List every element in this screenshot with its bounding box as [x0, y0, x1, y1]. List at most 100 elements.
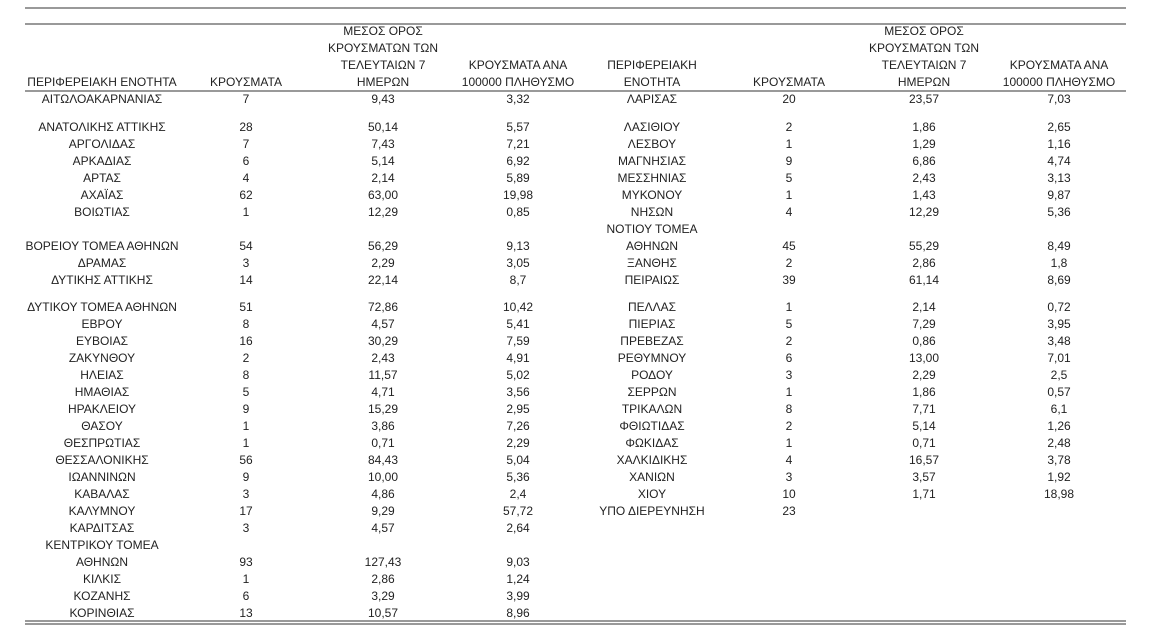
cell-region: ΧΙΟΥ — [638, 487, 666, 501]
cell-avg-7-days: 3,86 — [371, 419, 395, 433]
cell-region: ΔΥΤΙΚΗΣ ΑΤΤΙΚΗΣ — [51, 273, 153, 287]
cell-cases: 9 — [243, 470, 250, 484]
cell-region: ΒΟΡΕΙΟΥ ΤΟΜΕΑ ΑΘΗΝΩΝ — [25, 239, 178, 253]
cell-per-100k: 5,41 — [506, 317, 530, 331]
cell-per-100k: 4,91 — [506, 351, 530, 365]
cell-avg-7-days: 0,71 — [371, 436, 395, 450]
cell-cases: 9 — [243, 402, 250, 416]
cell-avg-7-days: 0,71 — [912, 436, 936, 450]
cell-per-100k: 1,8 — [1051, 256, 1068, 270]
cell-cases: 16 — [239, 334, 253, 348]
cell-region: ΚΑΛΥΜΝΟΥ — [69, 504, 136, 518]
cell-per-100k: 1,16 — [1047, 137, 1071, 151]
cell-region: ΝΗΣΩΝ — [631, 205, 673, 219]
header-avg-7-days: ΗΜΕΡΩΝ — [898, 75, 950, 89]
cell-cases: 4 — [243, 171, 250, 185]
cell-region: ΚΙΛΚΙΣ — [83, 572, 121, 586]
cell-cases: 5 — [786, 317, 793, 331]
cell-cases: 3 — [786, 368, 793, 382]
cell-avg-7-days: 1,43 — [912, 188, 936, 202]
cell-avg-7-days: 7,43 — [371, 137, 395, 151]
cell-region: ΛΑΡΙΣΑΣ — [627, 92, 677, 106]
cell-cases: 1 — [243, 436, 250, 450]
cell-region: ΑΡΓΟΛΙΔΑΣ — [69, 137, 136, 151]
cell-cases: 10 — [782, 487, 796, 501]
header-avg-7-days: ΚΡΟΥΣΜΑΤΩΝ ΤΩΝ — [328, 41, 438, 55]
cell-cases: 6 — [786, 351, 793, 365]
cell-avg-7-days: 3,29 — [371, 589, 395, 603]
cell-cases: 51 — [239, 300, 253, 314]
cell-per-100k: 19,98 — [503, 188, 533, 202]
header-avg-7-days: ΜΕΣΟΣ ΟΡΟΣ — [343, 24, 423, 38]
cell-region: ΦΘΙΩΤΙΔΑΣ — [619, 419, 684, 433]
cell-region: ΕΥΒΟΙΑΣ — [76, 334, 128, 348]
cell-cases: 2 — [786, 120, 793, 134]
cell-cases: 20 — [782, 92, 796, 106]
cell-cases: 5 — [243, 385, 250, 399]
cell-per-100k: 3,05 — [506, 256, 530, 270]
header-per-100k: 100000 ΠΛΗΘΥΣΜΟ — [1003, 75, 1115, 89]
cell-cases: 1 — [243, 572, 250, 586]
cell-per-100k: 9,87 — [1047, 188, 1071, 202]
cell-cases: 8 — [243, 317, 250, 331]
cell-avg-7-days: 16,57 — [909, 453, 939, 467]
cell-cases: 2 — [786, 334, 793, 348]
cell-region: ΚΟΡΙΝΘΙΑΣ — [69, 606, 134, 620]
cell-avg-7-days: 2,29 — [912, 368, 936, 382]
cell-region: ΠΙΕΡΙΑΣ — [629, 317, 676, 331]
header-region: ΠΕΡΙΦΕΡΕΙΑΚΗ — [607, 58, 697, 72]
cell-avg-7-days: 63,00 — [368, 188, 398, 202]
cell-avg-7-days: 12,29 — [909, 205, 939, 219]
cell-per-100k: 2,48 — [1047, 436, 1071, 450]
cell-per-100k: 7,01 — [1047, 351, 1071, 365]
cell-cases: 17 — [239, 504, 253, 518]
cell-region: ΣΕΡΡΩΝ — [627, 385, 676, 399]
cell-region: ΚΑΡΔΙΤΣΑΣ — [70, 521, 135, 535]
cell-region: ΜΑΓΝΗΣΙΑΣ — [618, 154, 686, 168]
cell-region: ΚΑΒΑΛΑΣ — [74, 487, 129, 501]
cell-avg-7-days: 2,43 — [371, 351, 395, 365]
cell-region: ΑΘΗΝΩΝ — [626, 239, 678, 253]
cell-avg-7-days: 84,43 — [368, 453, 398, 467]
cell-region: ΜΥΚΟΝΟΥ — [622, 188, 683, 202]
cell-region: ΧΑΛΚΙΔΙΚΗΣ — [617, 453, 688, 467]
cell-cases: 2 — [786, 419, 793, 433]
cell-region: ΡΕΘΥΜΝΟΥ — [618, 351, 687, 365]
cell-avg-7-days: 9,29 — [371, 504, 395, 518]
header-cases: ΚΡΟΥΣΜΑΤΑ — [753, 75, 825, 89]
cell-avg-7-days: 3,57 — [912, 470, 936, 484]
cell-avg-7-days: 0,86 — [912, 334, 936, 348]
cell-per-100k: 5,36 — [506, 470, 530, 484]
cell-avg-7-days: 1,86 — [912, 385, 936, 399]
cell-cases: 3 — [243, 521, 250, 535]
cell-cases: 4 — [786, 205, 793, 219]
header-per-100k: ΚΡΟΥΣΜΑΤΑ ΑΝΑ — [469, 58, 568, 72]
cell-avg-7-days: 7,29 — [912, 317, 936, 331]
header-avg-7-days: ΗΜΕΡΩΝ — [357, 75, 409, 89]
cell-cases: 2 — [243, 351, 250, 365]
cell-per-100k: 3,56 — [506, 385, 530, 399]
cell-region: ΔΡΑΜΑΣ — [78, 256, 127, 270]
cell-cases: 62 — [239, 188, 253, 202]
cell-region: ΞΑΝΘΗΣ — [627, 256, 677, 270]
cell-cases: 23 — [782, 504, 796, 518]
cell-cases: 13 — [239, 606, 253, 620]
cell-cases: 1 — [786, 188, 793, 202]
cell-region: ΑΝΑΤΟΛΙΚΗΣ ΑΤΤΙΚΗΣ — [38, 120, 165, 134]
cell-region: ΑΧΑΪΑΣ — [81, 188, 124, 202]
cell-cases: 9 — [786, 154, 793, 168]
cell-region: ΤΡΙΚΑΛΩΝ — [622, 402, 682, 416]
cell-per-100k: 8,49 — [1047, 239, 1071, 253]
cell-avg-7-days: 2,14 — [371, 171, 395, 185]
cell-avg-7-days: 13,00 — [909, 351, 939, 365]
cell-per-100k: 3,78 — [1047, 453, 1071, 467]
cell-cases: 2 — [786, 256, 793, 270]
cell-cases: 8 — [243, 368, 250, 382]
cell-region: ΛΑΣΙΘΙΟΥ — [624, 120, 680, 134]
cell-cases: 6 — [243, 154, 250, 168]
cell-avg-7-days: 2,86 — [371, 572, 395, 586]
cell-region: ΖΑΚΥΝΘΟΥ — [69, 351, 135, 365]
cell-region: ΒΟΙΩΤΙΑΣ — [74, 205, 130, 219]
cell-avg-7-days: 11,57 — [368, 368, 397, 382]
